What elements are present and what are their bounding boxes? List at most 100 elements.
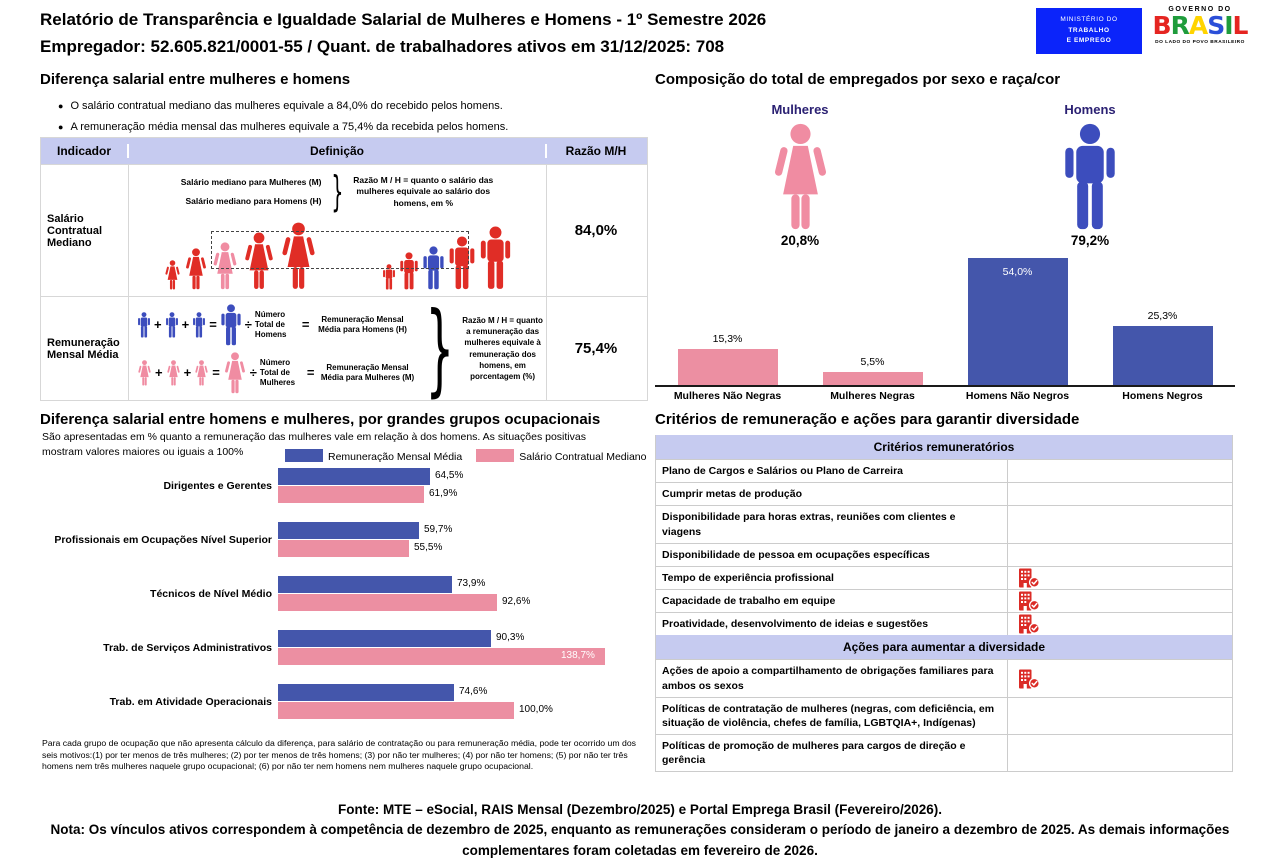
- formula-male: + + = ÷ Número Total de Homens = Remuneração M…: [137, 303, 418, 346]
- comp-bar: [822, 372, 923, 385]
- occ-value-label: 61,9%: [429, 488, 458, 499]
- governo-brasil-logo: GOVERNO DO BRASIL DO LADO DO POVO BRASIL…: [1152, 6, 1249, 45]
- def-line-mulheres: Salário mediano para Mulheres (M): [180, 177, 322, 188]
- comp-bar-slot: 5,5%: [800, 248, 945, 385]
- occ-chart-group: Trab. de Serviços Administrativos 90,3% 13…: [40, 630, 648, 666]
- legend-swatch: [285, 449, 323, 462]
- occ-bar-blue: [278, 468, 430, 485]
- col-razao: Razão M/H: [565, 144, 627, 158]
- male-figure-icon: [165, 311, 178, 338]
- equals-operator: =: [301, 317, 310, 332]
- occupational-subtitle: São apresentadas em % quanto a remuneraç…: [42, 431, 586, 458]
- criteria-row: Proatividade, desenvolvimento de ideias …: [656, 612, 1232, 636]
- occ-category-label: Técnicos de Nível Médio: [150, 587, 272, 600]
- criteria-flag-cell: [1008, 735, 1232, 771]
- occ-category-label: Trab. em Atividade Operacionais: [109, 695, 272, 708]
- occ-bar-pink: [278, 540, 409, 557]
- legend-label: Salário Contratual Mediano: [519, 451, 647, 463]
- indicator-table: Indicador Definição Razão M/H Salário Co…: [40, 137, 648, 401]
- female-figure-icon: [224, 351, 245, 393]
- table-row-salario-mediano: Salário Contratual Mediano Salário media…: [41, 164, 647, 296]
- brasil-letter: I: [1224, 11, 1233, 40]
- criteria-row: Políticas de contratação de mulheres (ne…: [656, 696, 1232, 735]
- ratio-value: 84,0%: [574, 222, 618, 239]
- comparison-dashed-box: [211, 231, 469, 269]
- result-label: Remuneração Mensal Média para Mulheres (…: [320, 362, 415, 382]
- criteria-label: Plano de Cargos e Salários ou Plano de C…: [656, 460, 1008, 483]
- comp-value-label: 25,3%: [1147, 310, 1178, 322]
- criteria-row: Políticas de promoção de mulheres para c…: [656, 734, 1232, 772]
- comp-bar-slot: 15,3%: [655, 248, 800, 385]
- definition-cell: Salário mediano para Mulheres (M) Salári…: [129, 165, 547, 296]
- male-figure-icon: [193, 311, 206, 338]
- occ-value-label: 90,3%: [496, 632, 525, 643]
- sex-label: Mulheres: [771, 102, 829, 117]
- criteria-title: Critérios de remuneração e ações para ga…: [655, 411, 1080, 428]
- company-check-icon: [1019, 591, 1040, 611]
- occ-chart-group: Trab. em Atividade Operacionais 74,6% 100,…: [40, 684, 648, 720]
- criteria-flag-cell: [1008, 544, 1232, 566]
- sex-percentage: 20,8%: [780, 233, 820, 248]
- female-figure-icon: [185, 248, 206, 290]
- brasil-letter: L: [1232, 11, 1249, 40]
- criteria-label: Proatividade, desenvolvimento de ideias …: [656, 613, 1008, 636]
- criteria-section-header: Ações para aumentar a diversidade: [656, 635, 1232, 660]
- criteria-flag-cell: [1008, 567, 1232, 589]
- occupational-title: Diferença salarial entre homens e mulher…: [40, 411, 601, 428]
- result-label: Remuneração Mensal Média para Homens (H): [318, 314, 407, 334]
- male-figure-icon: [382, 264, 395, 290]
- company-check-icon: [1019, 614, 1040, 635]
- occ-bar-row: 92,6%: [278, 594, 642, 611]
- occ-chart-group: Profissionais em Ocupações Nível Superio…: [40, 522, 648, 558]
- ratio-value: 75,4%: [574, 340, 618, 357]
- criteria-label: Ações de apoio a compartilhamento de obr…: [656, 660, 1008, 697]
- occ-bar-row: 138,7%: [278, 648, 642, 665]
- criteria-flag-cell: [1008, 613, 1232, 635]
- composition-bar-chart: 15,3% 5,5% 54,0% 25,3% Mulheres Não Negras M…: [655, 248, 1235, 402]
- criteria-flag-cell: [1008, 460, 1232, 482]
- brasil-letter: B: [1152, 11, 1172, 40]
- occ-bar-row: 59,7%: [278, 522, 642, 539]
- composition-figure-female: Mulheres 20,8%: [700, 102, 900, 248]
- footer-nota: Nota: Os vínculos ativos correspondem à …: [50, 822, 1230, 858]
- occ-bar-row: 90,3%: [278, 630, 642, 647]
- occ-bar-row: 61,9%: [278, 486, 642, 503]
- x-axis-line: [655, 385, 1235, 387]
- male-figure-icon: [449, 236, 474, 290]
- legend-item: Remuneração Mensal Média: [285, 449, 462, 463]
- criteria-label: Tempo de experiência profissional: [656, 566, 1008, 590]
- occ-chart-group: Técnicos de Nível Médio 73,9% 92,6%: [40, 576, 648, 612]
- comp-category-label: Mulheres Negras: [830, 390, 915, 402]
- male-figure-icon: [422, 246, 444, 290]
- occ-bar-pink: [278, 594, 497, 611]
- female-figures-group: [164, 222, 318, 290]
- comp-category-label: Mulheres Não Negras: [673, 390, 782, 402]
- definition-cell: + + = ÷ Número Total de Homens = Remuneração M…: [129, 297, 547, 400]
- occ-bar-blue: [278, 522, 419, 539]
- comp-value-label: 5,5%: [860, 356, 885, 368]
- bullet-item: ● A remuneração média mensal das mulheres…: [58, 117, 508, 138]
- legend-label: Remuneração Mensal Média: [328, 451, 463, 463]
- sex-percentage: 79,2%: [1070, 233, 1110, 248]
- criteria-flag-cell: [1008, 506, 1232, 542]
- criteria-row: Disponibilidade de pessoa em ocupações e…: [656, 542, 1232, 566]
- occ-chart-group: Dirigentes e Gerentes 64,5% 61,9%: [40, 468, 648, 504]
- occupational-bar-chart: Dirigentes e Gerentes 64,5% 61,9% Profissio…: [40, 468, 648, 738]
- occupational-legend: Remuneração Mensal Média Salário Contratu…: [285, 449, 646, 463]
- indicator-table-header: Indicador Definição Razão M/H: [41, 138, 647, 164]
- brasil-letter: R: [1170, 11, 1190, 40]
- occ-value-label: 138,7%: [561, 650, 595, 661]
- mte-logo-line1: MINISTÉRIO DO: [1060, 16, 1118, 24]
- ratio-note: Razão M / H = quanto a remuneração das m…: [462, 315, 543, 381]
- occ-bars: 90,3% 138,7%: [278, 630, 642, 666]
- occ-bar-row: 64,5%: [278, 468, 642, 485]
- female-figure-icon: [774, 123, 826, 230]
- occ-bar-row: 73,9%: [278, 576, 642, 593]
- plus-operator: +: [154, 317, 162, 332]
- occ-bar-row: 100,0%: [278, 702, 642, 719]
- criteria-row: Cumprir metas de produção: [656, 482, 1232, 506]
- comp-value-label: 15,3%: [712, 333, 743, 345]
- plus-operator: +: [155, 365, 163, 380]
- criteria-section-header: Critérios remuneratórios: [656, 435, 1232, 459]
- occ-bar-blue: [278, 576, 452, 593]
